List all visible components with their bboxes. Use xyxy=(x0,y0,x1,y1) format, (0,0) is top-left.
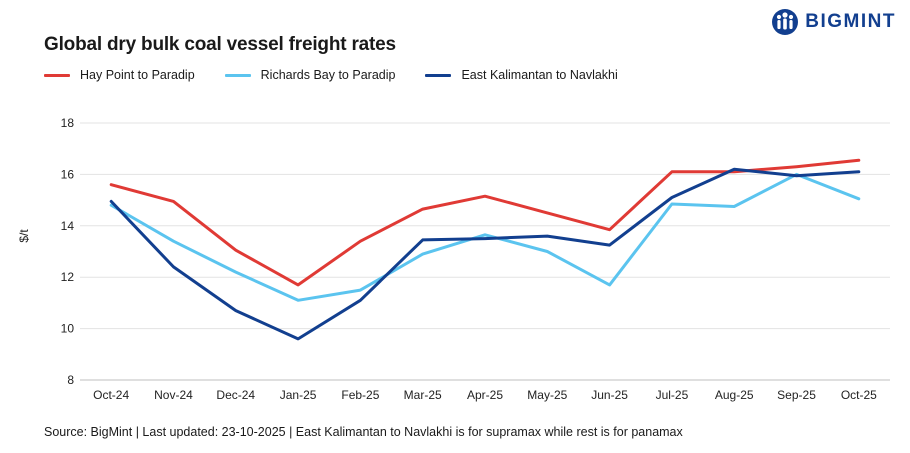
x-tick-label: Mar-25 xyxy=(404,388,442,402)
y-tick-label: 12 xyxy=(61,270,75,284)
grid-lines xyxy=(80,122,890,381)
series-line-2 xyxy=(109,167,861,341)
legend-label-richards-bay: Richards Bay to Paradip xyxy=(260,68,396,82)
x-tick-label: Dec-24 xyxy=(216,388,255,402)
x-tick-label: Oct-24 xyxy=(93,388,129,402)
x-tick-label: Jun-25 xyxy=(591,388,628,402)
legend-label-east-kalimantan: East Kalimantan to Navlakhi xyxy=(461,68,618,82)
bigmint-logo-icon xyxy=(772,9,799,35)
legend-label-hay-point: Hay Point to Paradip xyxy=(80,68,195,82)
x-tick-label: May-25 xyxy=(527,388,567,402)
chart-title: Global dry bulk coal vessel freight rate… xyxy=(44,34,396,55)
x-tick-label: Sep-25 xyxy=(777,388,816,402)
y-tick-label: 10 xyxy=(61,322,75,336)
y-axis-ticks: 8 10 12 14 16 18 xyxy=(61,116,75,387)
x-tick-label: Jul-25 xyxy=(656,388,689,402)
legend: Hay Point to Paradip Richards Bay to Par… xyxy=(44,68,618,82)
legend-swatch-east-kalimantan xyxy=(425,73,452,77)
legend-item-hay-point: Hay Point to Paradip xyxy=(44,68,195,82)
x-tick-label: Aug-25 xyxy=(715,388,754,402)
legend-item-east-kalimantan: East Kalimantan to Navlakhi xyxy=(425,68,618,82)
x-axis-ticks: Oct-24 Nov-24 Dec-24 Jan-25 Feb-25 Mar-25 Apr-… xyxy=(93,388,877,402)
legend-swatch-hay-point xyxy=(44,73,70,77)
legend-item-richards-bay: Richards Bay to Paradip xyxy=(224,68,396,82)
x-tick-label: Apr-25 xyxy=(467,388,503,402)
x-tick-label: Oct-25 xyxy=(841,388,877,402)
x-tick-label: Nov-24 xyxy=(154,388,193,402)
y-axis-label: $/t xyxy=(17,229,31,243)
bigmint-logo-text: BIGMINT xyxy=(805,11,896,32)
y-tick-label: 18 xyxy=(61,116,75,130)
series-line-0 xyxy=(109,158,861,287)
y-tick-label: 14 xyxy=(61,219,75,233)
series-lines xyxy=(109,158,861,341)
series-line-1 xyxy=(109,172,861,302)
y-tick-label: 8 xyxy=(67,373,74,387)
y-tick-label: 16 xyxy=(61,167,75,181)
x-tick-label: Jan-25 xyxy=(280,388,317,402)
source-note: Source: BigMint | Last updated: 23-10-20… xyxy=(44,425,683,439)
x-tick-label: Feb-25 xyxy=(341,388,379,402)
legend-swatch-richards-bay xyxy=(224,73,251,77)
bigmint-logo: BIGMINT xyxy=(771,8,896,36)
